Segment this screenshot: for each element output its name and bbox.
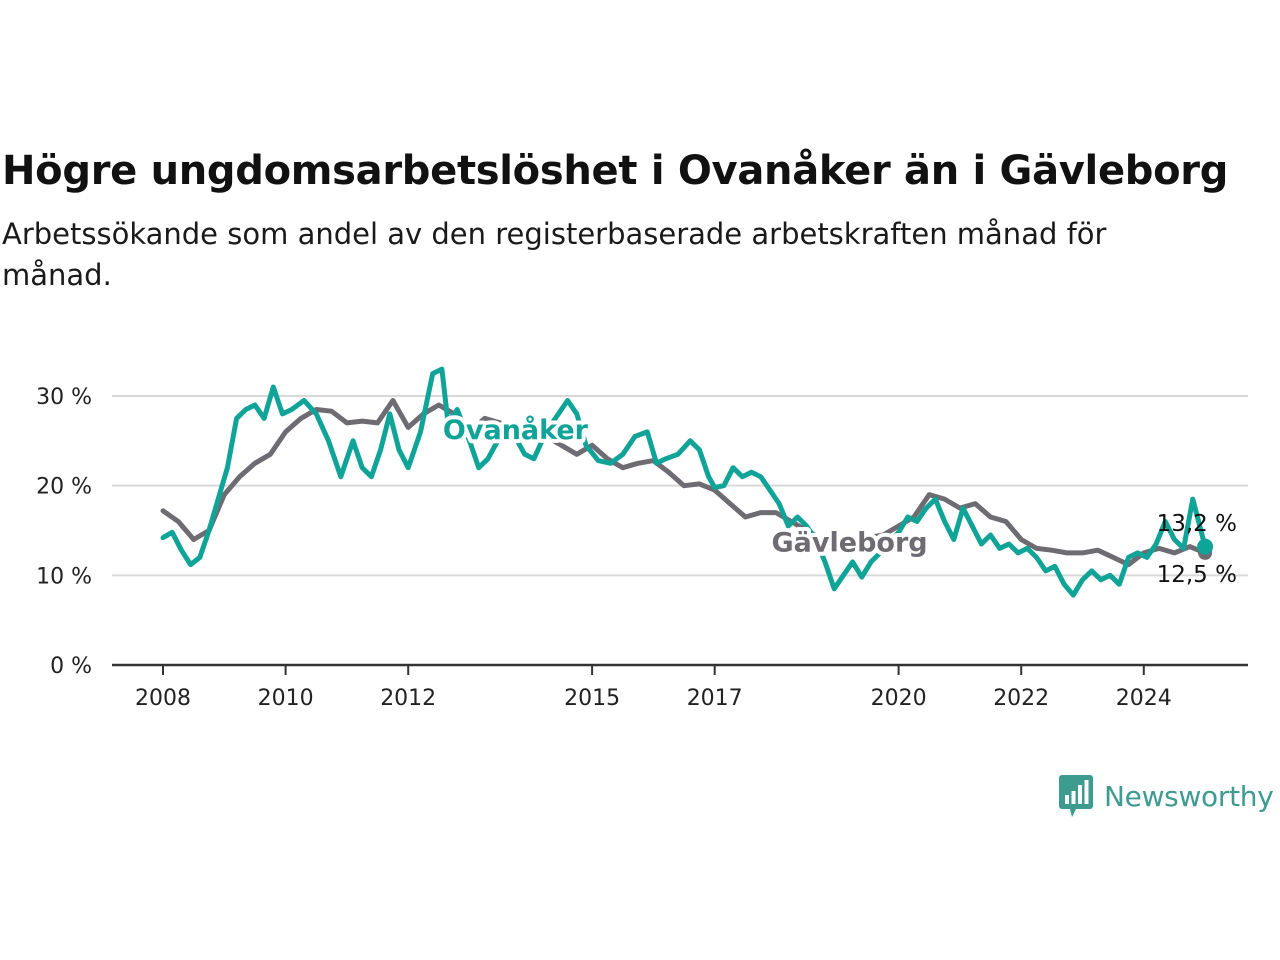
series-label: Gävleborg bbox=[772, 527, 928, 558]
x-tick-label: 2008 bbox=[135, 686, 191, 711]
y-tick-label: 0 % bbox=[50, 654, 92, 679]
y-tick-label: 20 % bbox=[36, 475, 92, 500]
y-tick-label: 10 % bbox=[36, 564, 92, 589]
x-tick-label: 2010 bbox=[258, 686, 314, 711]
end-value-label: 13,2 % bbox=[1157, 511, 1237, 537]
x-tick-label: 2012 bbox=[380, 686, 436, 711]
brand-name: Newsworthy bbox=[1104, 779, 1274, 813]
x-tick-label: 2017 bbox=[687, 686, 743, 711]
chart-subtitle: Arbetssökande som andel av den registerb… bbox=[2, 217, 1107, 292]
x-tick-label: 2022 bbox=[993, 686, 1049, 711]
end-value-label: 12,5 % bbox=[1157, 562, 1237, 588]
series-line-ovanåker bbox=[160, 366, 1208, 598]
chart-title: Högre ungdomsarbetslöshet i Ovanåker än … bbox=[2, 148, 1229, 194]
x-tick-label: 2024 bbox=[1116, 686, 1172, 711]
series-lines bbox=[160, 366, 1214, 598]
brand-logo: Newsworthy bbox=[1058, 772, 1274, 820]
gridlines bbox=[112, 395, 1248, 577]
y-tick-label: 30 % bbox=[36, 385, 92, 410]
x-tick-label: 2015 bbox=[564, 686, 620, 711]
axes bbox=[112, 663, 1248, 675]
series-line-gävleborg bbox=[160, 398, 1208, 568]
series-label: Ovanåker bbox=[443, 414, 589, 446]
end-marker-ovanaker bbox=[1197, 538, 1214, 555]
labels: 0 % 10 % 20 % 30 % 2008 2010 2012 2015 2017 2020 2… bbox=[36, 385, 1237, 711]
newsworthy-logo-icon bbox=[1059, 775, 1093, 817]
x-tick-label: 2020 bbox=[871, 686, 927, 711]
